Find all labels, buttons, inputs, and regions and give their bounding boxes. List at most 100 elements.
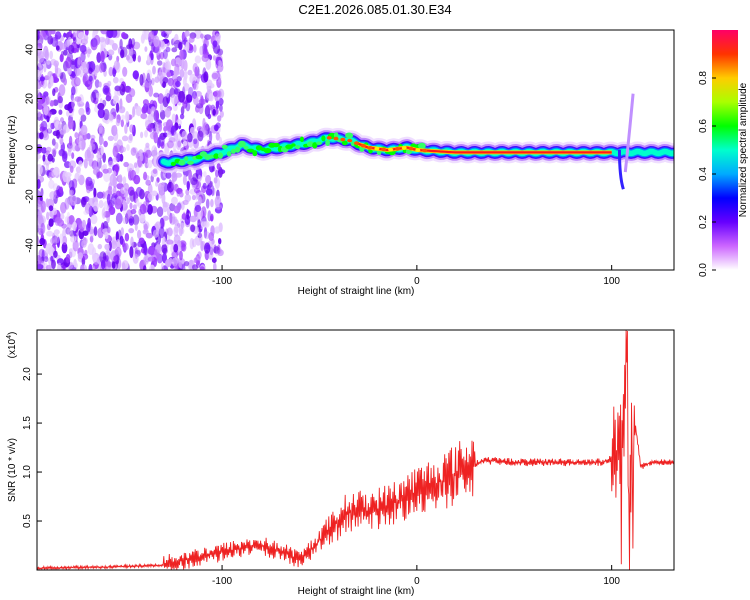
- spectrogram-noise-cell: [89, 235, 94, 243]
- spectrogram-noise-cell: [97, 243, 103, 250]
- spectrogram-noise-cell: [49, 108, 57, 115]
- spectrogram-ridge-blob: [226, 151, 232, 157]
- spectrogram-noise-cell: [108, 114, 114, 121]
- spectrogram-noise-cell: [123, 161, 129, 168]
- spectrogram-noise-cell: [106, 260, 112, 268]
- spectrogram-noise-cell: [93, 201, 99, 212]
- spectrogram-noise-cell: [43, 60, 47, 73]
- spectrogram-noise-cell: [135, 165, 140, 175]
- spectrogram-noise-cell: [173, 87, 179, 95]
- spectrogram-noise-cell: [180, 58, 185, 70]
- spectrogram-noise-cell: [124, 232, 130, 242]
- spectrogram-noise-cell: [138, 208, 142, 216]
- spectrogram-noise-cell: [215, 132, 221, 141]
- spectrogram-noise-cell: [81, 253, 89, 260]
- spectrogram-noise-cell: [59, 233, 64, 244]
- spectrogram-noise-cell: [39, 30, 46, 40]
- spectrogram-noise-cell: [180, 227, 185, 235]
- spectrogram-noise-cell: [109, 174, 116, 186]
- spectrogram-ridge-blob: [272, 142, 280, 148]
- spectrogram-noise-cell: [119, 235, 124, 245]
- spectrogram-noise-cell: [144, 80, 152, 88]
- spectrogram-noise-cell: [128, 47, 134, 56]
- spectrogram-noise-cell: [107, 135, 114, 142]
- spectrogram-noise-cell: [58, 84, 66, 97]
- colorbar-tick-label: 0.6: [698, 119, 709, 133]
- spectrogram-noise-cell: [145, 197, 150, 207]
- spectrogram-noise-cell: [96, 52, 102, 63]
- spectrogram-noise-cell: [42, 154, 46, 162]
- spectrogram-ridge-blob: [230, 148, 236, 154]
- spectrogram-noise-cell: [39, 123, 44, 129]
- spectrogram-noise-cell: [63, 32, 67, 38]
- spectrogram-noise-cell: [71, 86, 76, 96]
- spectrogram-noise-cell: [145, 232, 153, 239]
- spectrogram-noise-cell: [55, 217, 62, 224]
- colorbar-label: Normalized spectral amplitude: [738, 82, 749, 217]
- spectrogram-noise-cell: [120, 187, 126, 194]
- spectrogram-noise-cell: [180, 201, 185, 211]
- spectrogram-noise-cell: [97, 227, 104, 239]
- spectrogram-noise-cell: [53, 250, 58, 258]
- spectrogram-ridge-blob: [178, 159, 186, 166]
- spectrogram-noise-cell: [119, 38, 123, 50]
- spectrogram-noise-cell: [147, 192, 154, 202]
- spectrogram-noise-cell: [64, 197, 70, 210]
- spectrogram-noise-cell: [171, 171, 178, 182]
- spectrogram-noise-cell: [70, 194, 77, 206]
- spectrogram-core-spot: [381, 147, 387, 152]
- spectrogram-ridge-blob: [199, 151, 207, 157]
- spectrogram-ridge-blob: [195, 154, 203, 160]
- spectrogram-noise-cell: [144, 130, 148, 138]
- spectrogram-noise-cell: [170, 58, 177, 67]
- spectrogram-noise-cell: [75, 226, 79, 237]
- spectrogram-noise-cell: [192, 138, 198, 145]
- spectrogram-noise-cell: [152, 229, 159, 238]
- spectrogram-noise-cell: [92, 30, 98, 36]
- spectrogram-ridge-blob: [187, 160, 194, 165]
- spectrogram-noise-cell: [181, 263, 186, 270]
- spectrogram-noise-cell: [181, 130, 188, 142]
- spectrogram-noise-cell: [64, 172, 72, 178]
- spectrogram-noise-cell: [162, 201, 168, 213]
- spectrogram-noise-cell: [173, 205, 181, 214]
- spectrogram-noise-cell: [140, 34, 145, 44]
- colorbar-tick-label: 0.2: [698, 215, 709, 229]
- spectrogram-noise-cell: [205, 198, 210, 209]
- spectrogram-noise-cell: [202, 182, 207, 190]
- spectrogram-noise-cell: [215, 108, 219, 115]
- spectrogram-noise-cell: [207, 113, 212, 120]
- spectrogram-noise-cell: [159, 102, 164, 113]
- spectrogram-noise-cell: [179, 49, 184, 61]
- spectrogram-noise-cell: [122, 176, 127, 186]
- spectrogram-noise-cell: [213, 262, 217, 270]
- spectrogram-noise-cell: [167, 140, 174, 149]
- spectrogram-noise-cell: [140, 131, 144, 139]
- spectrogram-noise-cell: [194, 66, 198, 77]
- spectrogram-core-spot: [415, 148, 421, 152]
- spectrogram-noise-cell: [115, 119, 120, 127]
- spectrogram-noise-cell: [157, 60, 163, 66]
- spectrogram-noise-cell: [37, 62, 42, 68]
- spectrogram-noise-cell: [162, 96, 169, 108]
- spectrogram-noise-cell: [40, 187, 44, 197]
- spectrogram-noise-cell: [90, 91, 97, 104]
- spectrogram-noise-cell: [96, 191, 104, 199]
- spectrogram-noise-cell: [175, 138, 182, 151]
- spectrogram-noise-cell: [155, 110, 159, 122]
- spectrogram-noise-cell: [197, 174, 202, 183]
- spectrogram-noise-cell: [80, 124, 88, 136]
- spectrogram-noise-cell: [62, 265, 67, 270]
- spectrogram-noise-cell: [114, 85, 121, 92]
- spectrogram-noise-cell: [39, 132, 44, 140]
- snr-ytick-label: 1.5: [22, 416, 33, 430]
- spectrogram-noise-cell: [148, 31, 155, 42]
- spectrogram-ridge-blob: [213, 153, 219, 159]
- spectrogram-noise-cell: [215, 169, 219, 178]
- spectrogram-noise-cell: [170, 94, 178, 105]
- spectrogram-noise-cell: [102, 206, 106, 219]
- spectrogram-noise-cell: [72, 239, 79, 252]
- spectrogram-noise-cell: [182, 211, 186, 220]
- spectrogram-noise-cell: [173, 39, 181, 49]
